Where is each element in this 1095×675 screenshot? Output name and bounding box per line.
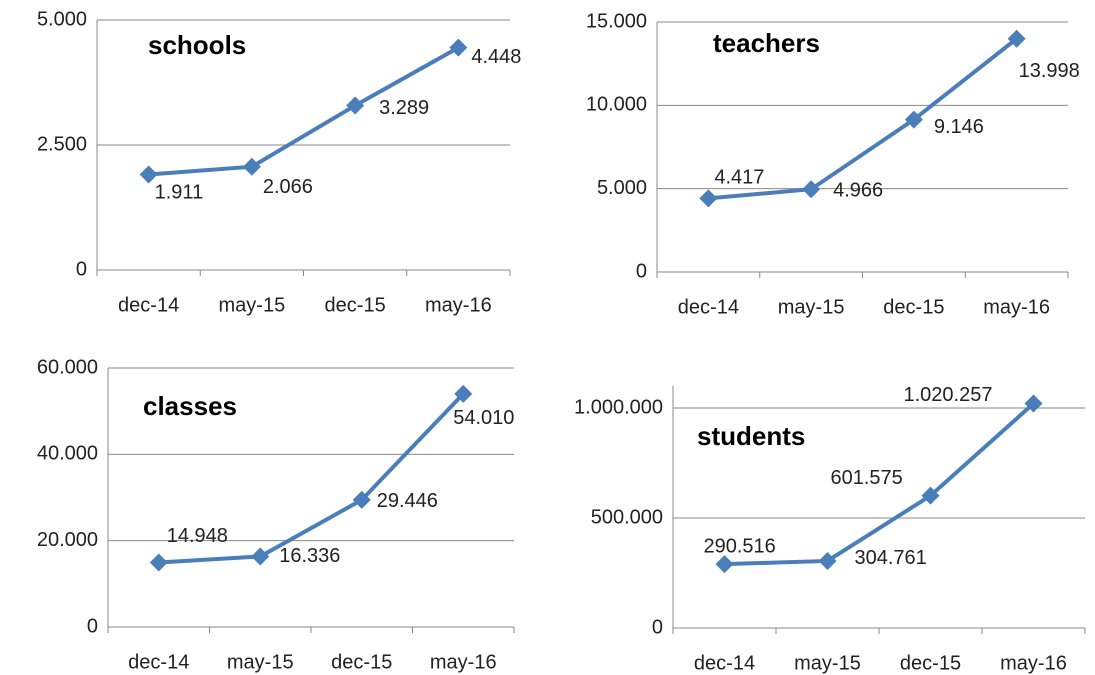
y-tick-label: 2.500: [37, 133, 87, 155]
chart-title: classes: [143, 391, 237, 421]
data-label: 290.516: [704, 535, 776, 557]
marker: [352, 490, 371, 509]
data-label: 16.336: [279, 545, 340, 567]
data-label: 1.020.257: [904, 384, 993, 406]
chart-title: teachers: [713, 28, 820, 58]
data-label: 14.948: [167, 525, 228, 547]
marker: [139, 165, 158, 184]
marker: [242, 157, 261, 176]
line: [724, 402, 1035, 567]
x-tick-label: dec-14: [118, 294, 179, 316]
x-tick-label: may-16: [1000, 652, 1067, 674]
x-tick-label: dec-15: [900, 652, 961, 674]
data-label: 9.146: [934, 116, 984, 138]
data-label: 601.575: [831, 467, 903, 489]
chart-title: schools: [148, 30, 246, 60]
x-tick-label: dec-15: [883, 296, 944, 318]
data-label: 13.998: [1019, 60, 1080, 82]
marker: [449, 38, 468, 57]
chart-panel: 0 5.000 10.000 15.000 dec-14 may-15 dec-15 may-…: [586, 10, 1080, 318]
data-label: 29.446: [377, 490, 438, 512]
data-label: 4.966: [833, 180, 883, 202]
y-tick-label: 5.000: [37, 8, 87, 30]
data-label: 4.417: [714, 167, 764, 189]
x-tick-label: may-15: [778, 296, 845, 318]
data-label: 1.911: [155, 182, 204, 204]
x-tick-label: dec-14: [694, 652, 755, 674]
chart-panel: 0 500.000 1.000.000 dec-14 may-15 dec-15 may-1…: [574, 384, 1086, 674]
marker: [346, 96, 365, 115]
y-tick-label: 0: [87, 615, 98, 637]
line: [148, 45, 460, 177]
marker: [904, 110, 923, 129]
y-tick-label: 10.000: [586, 94, 647, 116]
marker: [251, 547, 270, 566]
data-label: 304.761: [855, 547, 927, 569]
marker: [149, 553, 168, 572]
y-tick-label: 0: [76, 258, 87, 280]
marker: [802, 180, 821, 199]
x-tick-label: may-16: [983, 296, 1050, 318]
marker: [1024, 394, 1043, 413]
y-tick-label: 0: [636, 260, 647, 282]
y-tick-label: 1.000.000: [574, 396, 663, 418]
x-tick-label: may-16: [425, 294, 492, 316]
data-label: 2.066: [263, 176, 313, 198]
marker: [699, 189, 718, 208]
x-tick-label: dec-15: [325, 294, 386, 316]
y-tick-label: 5.000: [597, 177, 647, 199]
x-tick-label: may-15: [227, 651, 294, 673]
data-label: 3.289: [379, 97, 429, 119]
x-tick-label: dec-15: [331, 651, 392, 673]
chart-panel: 0 2.500 5.000 dec-14 may-15 dec-15 may-16 1.911…: [37, 8, 522, 316]
x-tick-label: may-15: [219, 294, 286, 316]
marker: [715, 555, 734, 574]
y-tick-label: 40.000: [37, 443, 98, 465]
x-tick-label: dec-14: [128, 651, 189, 673]
marker: [818, 551, 837, 570]
y-tick-label: 15.000: [586, 10, 647, 32]
chart-title: students: [697, 421, 805, 451]
y-tick-label: 0: [652, 616, 663, 638]
y-tick-label: 500.000: [591, 506, 663, 528]
line: [158, 392, 465, 565]
data-label: 4.448: [471, 46, 521, 68]
marker: [921, 486, 940, 505]
x-tick-label: may-15: [794, 652, 861, 674]
x-tick-label: dec-14: [678, 296, 739, 318]
x-tick-label: may-16: [430, 651, 497, 673]
line: [708, 37, 1018, 201]
marker: [454, 384, 473, 403]
data-label: 54.010: [453, 407, 514, 429]
marker: [1007, 29, 1026, 48]
y-tick-label: 60.000: [37, 356, 98, 378]
y-tick-label: 20.000: [37, 529, 98, 551]
chart-panel: 0 20.000 40.000 60.000 dec-14 may-15 dec-15 may…: [37, 356, 515, 673]
